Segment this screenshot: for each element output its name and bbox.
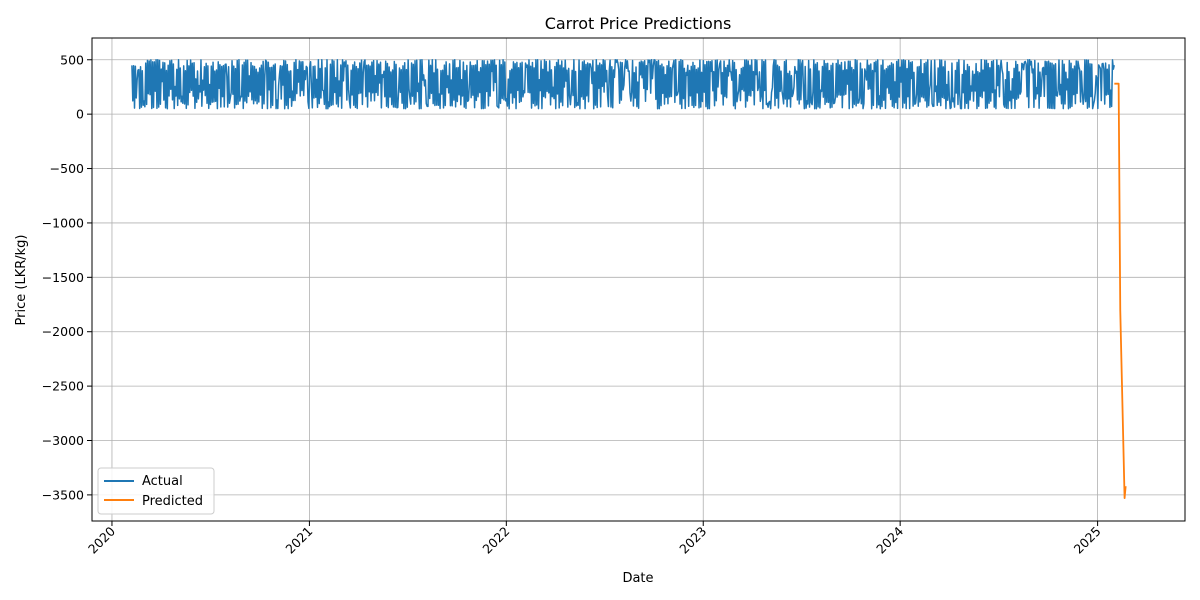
y-tick-label: −2500 bbox=[42, 379, 84, 394]
y-tick-label: 500 bbox=[60, 52, 84, 67]
y-tick-label: 0 bbox=[76, 107, 84, 122]
x-axis-label: Date bbox=[622, 571, 653, 586]
y-tick-label: −1500 bbox=[42, 270, 84, 285]
grid bbox=[92, 38, 1185, 521]
series-line-predicted bbox=[1114, 82, 1127, 500]
plot-frame bbox=[91, 37, 1186, 522]
series-line-actual bbox=[131, 59, 1115, 110]
legend: Actual Predicted bbox=[97, 467, 215, 515]
y-tick-label: −2000 bbox=[42, 324, 84, 339]
series-group bbox=[131, 59, 1127, 500]
y-tick-label: −1000 bbox=[42, 215, 84, 230]
chart-title: Carrot Price Predictions bbox=[545, 14, 732, 33]
y-axis-label: Price (LKR/kg) bbox=[14, 235, 29, 326]
legend-box bbox=[97, 467, 215, 515]
legend-label-predicted: Predicted bbox=[142, 494, 203, 509]
y-tick-label: −500 bbox=[50, 161, 84, 176]
legend-label-actual: Actual bbox=[142, 474, 183, 489]
y-tick-label: −3500 bbox=[42, 487, 84, 502]
y-tick-label: −3000 bbox=[42, 433, 84, 448]
plot-area bbox=[92, 38, 1185, 521]
